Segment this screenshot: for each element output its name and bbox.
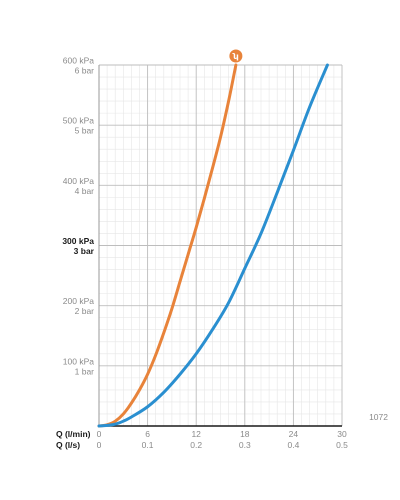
x-tick-label-ls: 0.1 [142,440,154,450]
x-tick-label-lmin: 0 [97,429,102,439]
y-tick-label-bar: 3 bar [74,246,95,256]
x-tick-label-lmin: 6 [145,429,150,439]
y-tick-label-kpa: 300 kPa [62,236,94,246]
y-tick-label-kpa: 500 kPa [63,116,94,126]
series-end-marker [229,49,243,63]
series-lines: ʮ [97,49,329,428]
y-tick-label-bar: 1 bar [75,366,95,376]
x-tick-label-ls: 0.3 [239,440,251,450]
series-line-2 [97,63,329,428]
series-end-marker-symbol: ʮ [232,52,239,61]
grid-major [99,64,343,426]
x-tick-label-lmin: 30 [337,429,347,439]
x-tick-label-lmin: 12 [191,429,201,439]
y-tick-label-bar: 2 bar [75,306,95,316]
x-tick-label-ls: 0.4 [287,440,299,450]
x-tick-label-lmin: 18 [240,429,250,439]
y-tick-label-kpa: 600 kPa [63,56,94,66]
y-tick-label-bar: 4 bar [75,186,95,196]
x-axis-title-ls: Q (l/s) [56,440,80,450]
x-tick-label-ls: 0.5 [336,440,348,450]
y-tick-label-kpa: 100 kPa [63,356,94,366]
y-tick-label-bar: 5 bar [75,126,95,136]
series-line-1 [97,63,238,428]
x-tick-label-lmin: 24 [289,429,299,439]
y-tick-label-kpa: 200 kPa [63,296,94,306]
y-tick-label-bar: 6 bar [75,66,95,76]
x-axis-title-lmin: Q (l/min) [56,429,91,439]
x-tick-label-ls: 0.2 [190,440,202,450]
x-tick-label-ls: 0 [97,440,102,450]
axes [98,65,342,427]
x-tick-labels: 0 6 12 18 24 30 0 0.1 0.2 0.3 0.4 0.5 [97,429,349,450]
reference-code: 1072 [369,412,388,422]
y-tick-label-kpa: 400 kPa [63,176,94,186]
